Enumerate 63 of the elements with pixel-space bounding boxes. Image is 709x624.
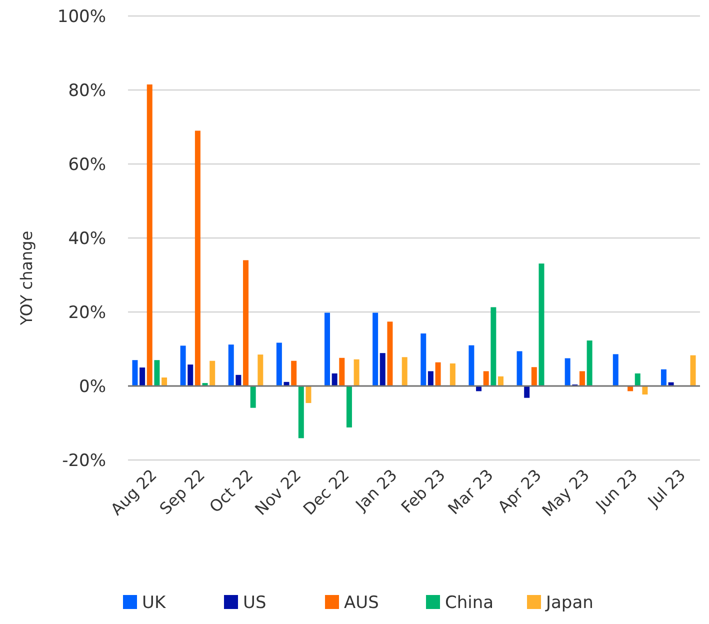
bar [690, 355, 696, 386]
bar [420, 333, 426, 386]
bar [228, 344, 234, 386]
bar [387, 322, 393, 386]
bar [194, 130, 200, 386]
bar [132, 360, 138, 386]
bar [324, 312, 330, 386]
bar [306, 386, 312, 404]
bar [372, 312, 378, 386]
y-tick-label: -20% [62, 450, 106, 471]
legend-label: UK [142, 593, 166, 613]
bar [180, 346, 186, 386]
x-tick-label: Jun 23 [591, 465, 642, 516]
bar [468, 345, 474, 386]
bar [483, 371, 489, 386]
x-tick-label: Dec 22 [299, 465, 353, 519]
y-tick-label: 80% [68, 80, 106, 101]
bar [402, 357, 408, 386]
bar [154, 360, 160, 386]
bar [579, 371, 585, 386]
bar [250, 386, 256, 408]
bar [236, 374, 242, 386]
y-tick-label: 100% [57, 6, 106, 27]
bar [612, 354, 618, 386]
legend-label: Japan [545, 593, 594, 613]
bar [346, 386, 352, 428]
bar [524, 386, 530, 398]
bar [450, 363, 456, 386]
bar [380, 353, 386, 386]
bar [586, 340, 592, 386]
bar [243, 260, 249, 386]
x-tick-label: Sep 22 [156, 465, 209, 518]
bar [354, 359, 360, 386]
y-tick-label: 60% [68, 154, 106, 175]
bar [146, 84, 152, 386]
legend-label: China [445, 593, 494, 613]
y-tick-label: 0% [79, 376, 106, 397]
bar [298, 386, 304, 438]
bar [291, 360, 297, 386]
y-tick-label: 40% [68, 228, 106, 249]
bar [332, 373, 338, 386]
bar [428, 371, 434, 386]
bar [660, 369, 666, 386]
bar [435, 362, 441, 386]
bar [498, 376, 504, 386]
legend-label: US [243, 593, 266, 613]
bar [258, 354, 264, 386]
bar [140, 368, 146, 386]
bar [564, 358, 570, 386]
legend-label: AUS [344, 593, 379, 613]
bar [490, 307, 496, 386]
bar [531, 367, 537, 386]
bar [276, 342, 282, 386]
bar [162, 377, 168, 386]
x-tick-label: Jul 23 [643, 465, 690, 512]
bar [339, 358, 345, 386]
bar [538, 264, 544, 386]
bar [634, 373, 640, 386]
bar [210, 360, 216, 386]
bar [516, 351, 522, 386]
bar [188, 364, 194, 386]
y-axis-title: YOY change [17, 230, 36, 326]
y-tick-label: 20% [68, 302, 106, 323]
